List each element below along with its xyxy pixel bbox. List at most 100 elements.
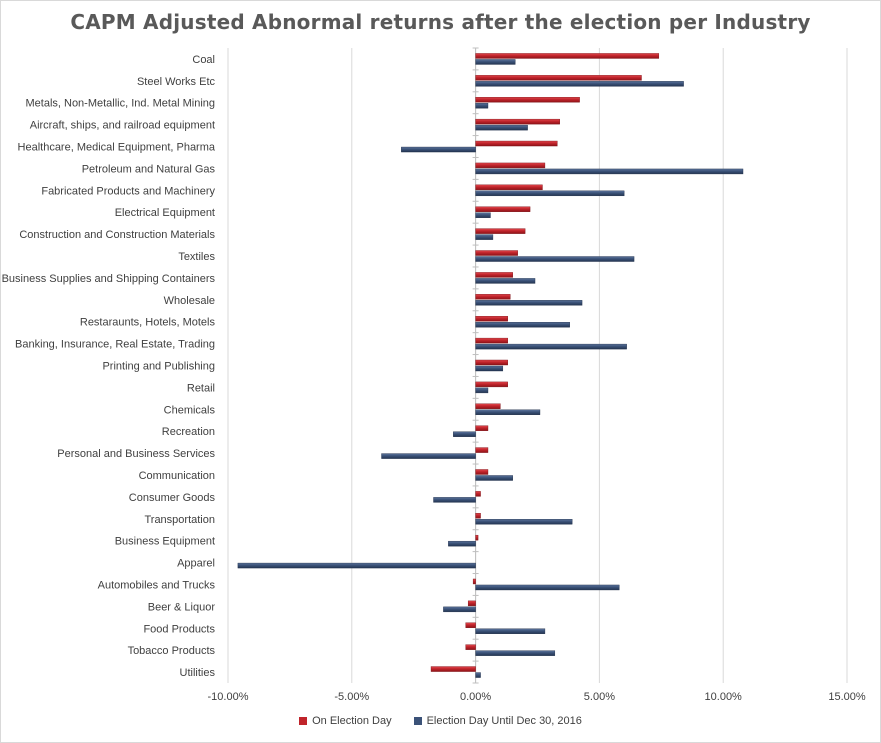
bar-until-dec-30	[237, 562, 476, 569]
bar-until-dec-30	[475, 628, 546, 634]
category-label: Transportation	[144, 514, 215, 526]
bar-until-dec-30	[475, 103, 489, 109]
bar-election-day	[475, 381, 508, 388]
bars	[237, 53, 744, 678]
bar-until-dec-30	[433, 497, 476, 503]
legend-swatch-blue	[413, 717, 422, 725]
bar-election-day	[475, 513, 481, 519]
category-label: Restaraunts, Hotels, Motels	[80, 317, 216, 329]
bar-election-day	[475, 491, 481, 497]
bar-until-dec-30	[475, 190, 625, 197]
bar-election-day	[475, 425, 489, 431]
category-label: Chemicals	[164, 404, 216, 416]
bar-until-dec-30	[475, 212, 491, 218]
category-label: Food Products	[143, 623, 215, 635]
legend-item-election-day: On Election Day	[299, 715, 392, 727]
category-label: Metals, Non-Metallic, Ind. Metal Mining	[25, 98, 215, 110]
category-label: Utilities	[180, 667, 216, 679]
category-label: Printing and Publishing	[102, 361, 215, 373]
bar-election-day	[475, 337, 508, 344]
bar-election-day	[475, 53, 660, 59]
gridlines	[227, 47, 848, 684]
x-axis-ticks: -10.00% -5.00% 0.00% 5.00% 10.00% 15.00%	[208, 691, 866, 703]
category-label: Construction and Construction Materials	[19, 229, 215, 241]
category-label: Aircraft, ships, and railroad equipment	[30, 120, 215, 132]
bar-until-dec-30	[475, 278, 536, 284]
bar-election-day	[475, 316, 508, 322]
bar-until-dec-30	[475, 300, 583, 306]
category-label: Petroleum and Natural Gas	[82, 163, 216, 175]
category-label: Retail	[187, 382, 215, 394]
x-tick-label: 5.00%	[584, 691, 615, 703]
category-label: Electrical Equipment	[115, 207, 215, 219]
bar-election-day	[475, 447, 489, 453]
category-label: Automobiles and Trucks	[98, 579, 216, 591]
legend-item-until-dec: Election Day Until Dec 30, 2016	[413, 715, 582, 727]
bar-until-dec-30	[475, 59, 516, 65]
bar-until-dec-30	[475, 672, 481, 678]
bar-election-day	[475, 359, 508, 366]
bar-election-day	[465, 622, 476, 628]
category-label: Tobacco Products	[128, 645, 216, 657]
bar-until-dec-30	[381, 453, 476, 459]
legend-swatch-red	[299, 717, 308, 725]
bar-election-day	[475, 118, 560, 125]
bar-until-dec-30	[475, 365, 504, 372]
bar-election-day	[475, 469, 489, 475]
bar-until-dec-30	[453, 431, 476, 437]
bar-election-day	[475, 162, 546, 169]
bar-until-dec-30	[401, 146, 476, 153]
category-label: Wholesale	[164, 295, 215, 307]
bar-until-dec-30	[475, 584, 620, 591]
bar-election-day	[475, 272, 513, 278]
category-label: Coal	[192, 54, 215, 66]
bar-election-day	[475, 75, 642, 81]
bar-election-day	[475, 534, 479, 541]
bar-until-dec-30	[475, 81, 684, 87]
category-label: Steel Works Etc	[137, 76, 216, 88]
x-tick-label: 0.00%	[460, 691, 491, 703]
bar-until-dec-30	[475, 322, 570, 328]
legend: On Election Day Election Day Until Dec 3…	[0, 715, 881, 727]
category-label: Business Equipment	[115, 536, 215, 548]
category-label: Beer & Liquor	[148, 601, 216, 613]
category-label: Communication	[139, 470, 215, 482]
category-label: Consumer Goods	[129, 492, 216, 504]
bar-election-day	[475, 250, 518, 256]
category-label: Banking, Insurance, Real Estate, Trading	[15, 339, 215, 351]
bar-election-day	[465, 644, 476, 650]
bar-until-dec-30	[475, 475, 513, 481]
bar-until-dec-30	[475, 256, 635, 262]
bar-election-day	[475, 294, 511, 300]
category-label: Apparel	[177, 558, 215, 570]
bar-until-dec-30	[475, 168, 744, 175]
bar-election-day	[475, 140, 558, 147]
category-label: Recreation	[162, 426, 215, 438]
bar-election-day	[472, 578, 476, 585]
x-tick-label: -10.00%	[208, 691, 249, 703]
bar-until-dec-30	[475, 409, 541, 415]
bar-until-dec-30	[475, 234, 494, 240]
category-label: Fabricated Products and Machinery	[41, 185, 215, 197]
chart-title: CAPM Adjusted Abnormal returns after the…	[70, 10, 811, 34]
bar-until-dec-30	[443, 606, 476, 613]
bar-election-day	[430, 666, 476, 672]
category-labels: Coal Steel Works Etc Metals, Non-Metallic,…	[2, 54, 216, 679]
x-tick-label: 10.00%	[705, 691, 743, 703]
bar-election-day	[475, 184, 543, 191]
bar-until-dec-30	[448, 540, 476, 547]
bar-until-dec-30	[475, 124, 528, 131]
legend-label: On Election Day	[312, 715, 392, 727]
x-tick-label: 15.00%	[828, 691, 866, 703]
bar-election-day	[475, 403, 501, 409]
category-label: Healthcare, Medical Equipment, Pharma	[18, 142, 216, 154]
category-label: Personal and Business Services	[57, 448, 215, 460]
x-tick-label: -5.00%	[334, 691, 369, 703]
bar-election-day	[467, 600, 476, 607]
bar-election-day	[475, 228, 526, 234]
bar-until-dec-30	[475, 387, 489, 394]
bar-election-day	[475, 206, 531, 212]
bar-until-dec-30	[475, 650, 556, 656]
